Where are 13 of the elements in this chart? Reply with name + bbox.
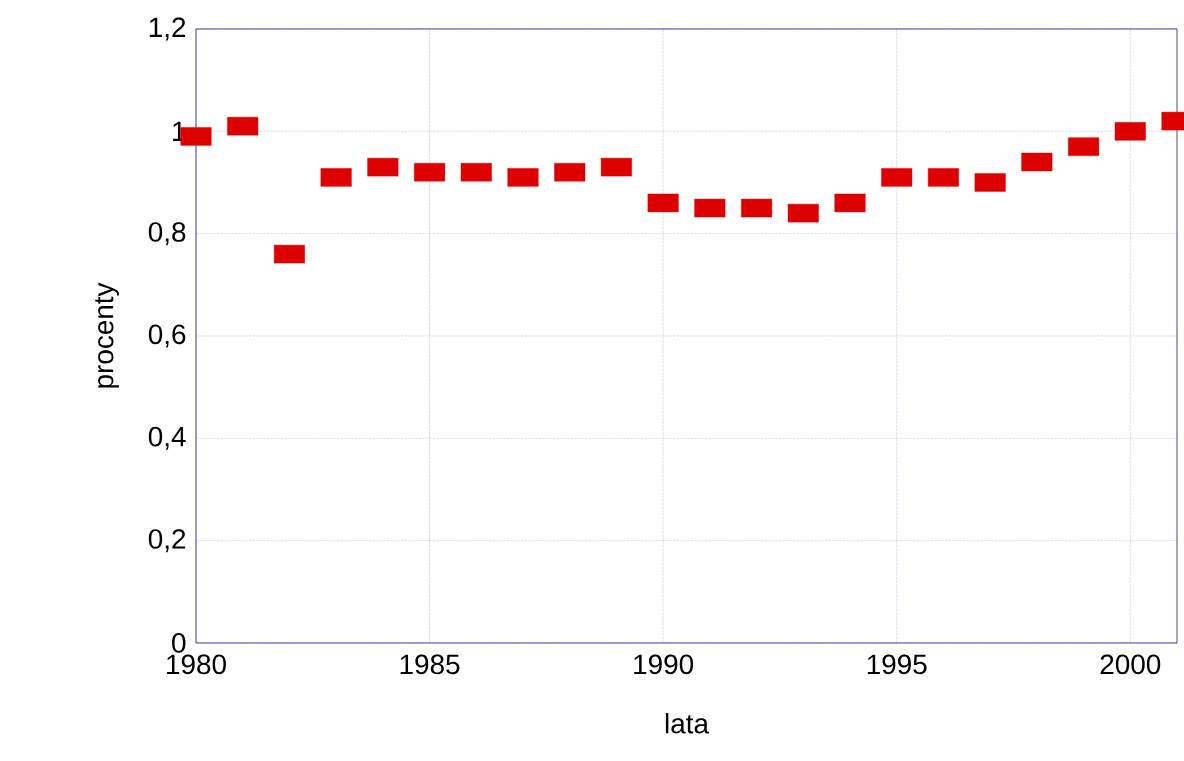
x-tick-label: 2000 xyxy=(1100,654,1161,675)
x-tick-label: 1990 xyxy=(634,654,694,675)
y-tick-label: 0,6 xyxy=(148,324,186,348)
x-axis-title: lata xyxy=(665,713,709,734)
x-tick-label: 1980 xyxy=(167,654,226,675)
x-tick-label: 1995 xyxy=(867,654,927,675)
y-tick-label: 0,2 xyxy=(148,529,186,553)
y-tick-label: 0 xyxy=(172,633,186,653)
x-tick-label: 1985 xyxy=(400,654,460,675)
y-axis-title: procenty xyxy=(95,282,119,388)
y-tick-label: 0,8 xyxy=(148,222,186,246)
y-tick-label: 1,2 xyxy=(149,17,186,41)
y-tick-label: 0,4 xyxy=(148,426,186,450)
